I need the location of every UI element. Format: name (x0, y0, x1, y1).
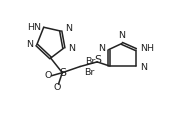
Text: S: S (59, 68, 66, 78)
Text: O: O (45, 71, 52, 80)
Text: NH: NH (140, 44, 154, 53)
Text: Br: Br (86, 57, 96, 66)
Text: N: N (26, 40, 33, 49)
Text: N: N (141, 63, 147, 72)
Text: O: O (54, 83, 61, 92)
Text: N: N (98, 44, 105, 53)
Text: N: N (68, 44, 75, 53)
Text: N: N (65, 24, 72, 33)
Text: HN: HN (27, 23, 41, 32)
Text: N: N (118, 31, 125, 40)
Text: Br: Br (84, 68, 94, 77)
Text: S: S (95, 55, 101, 65)
